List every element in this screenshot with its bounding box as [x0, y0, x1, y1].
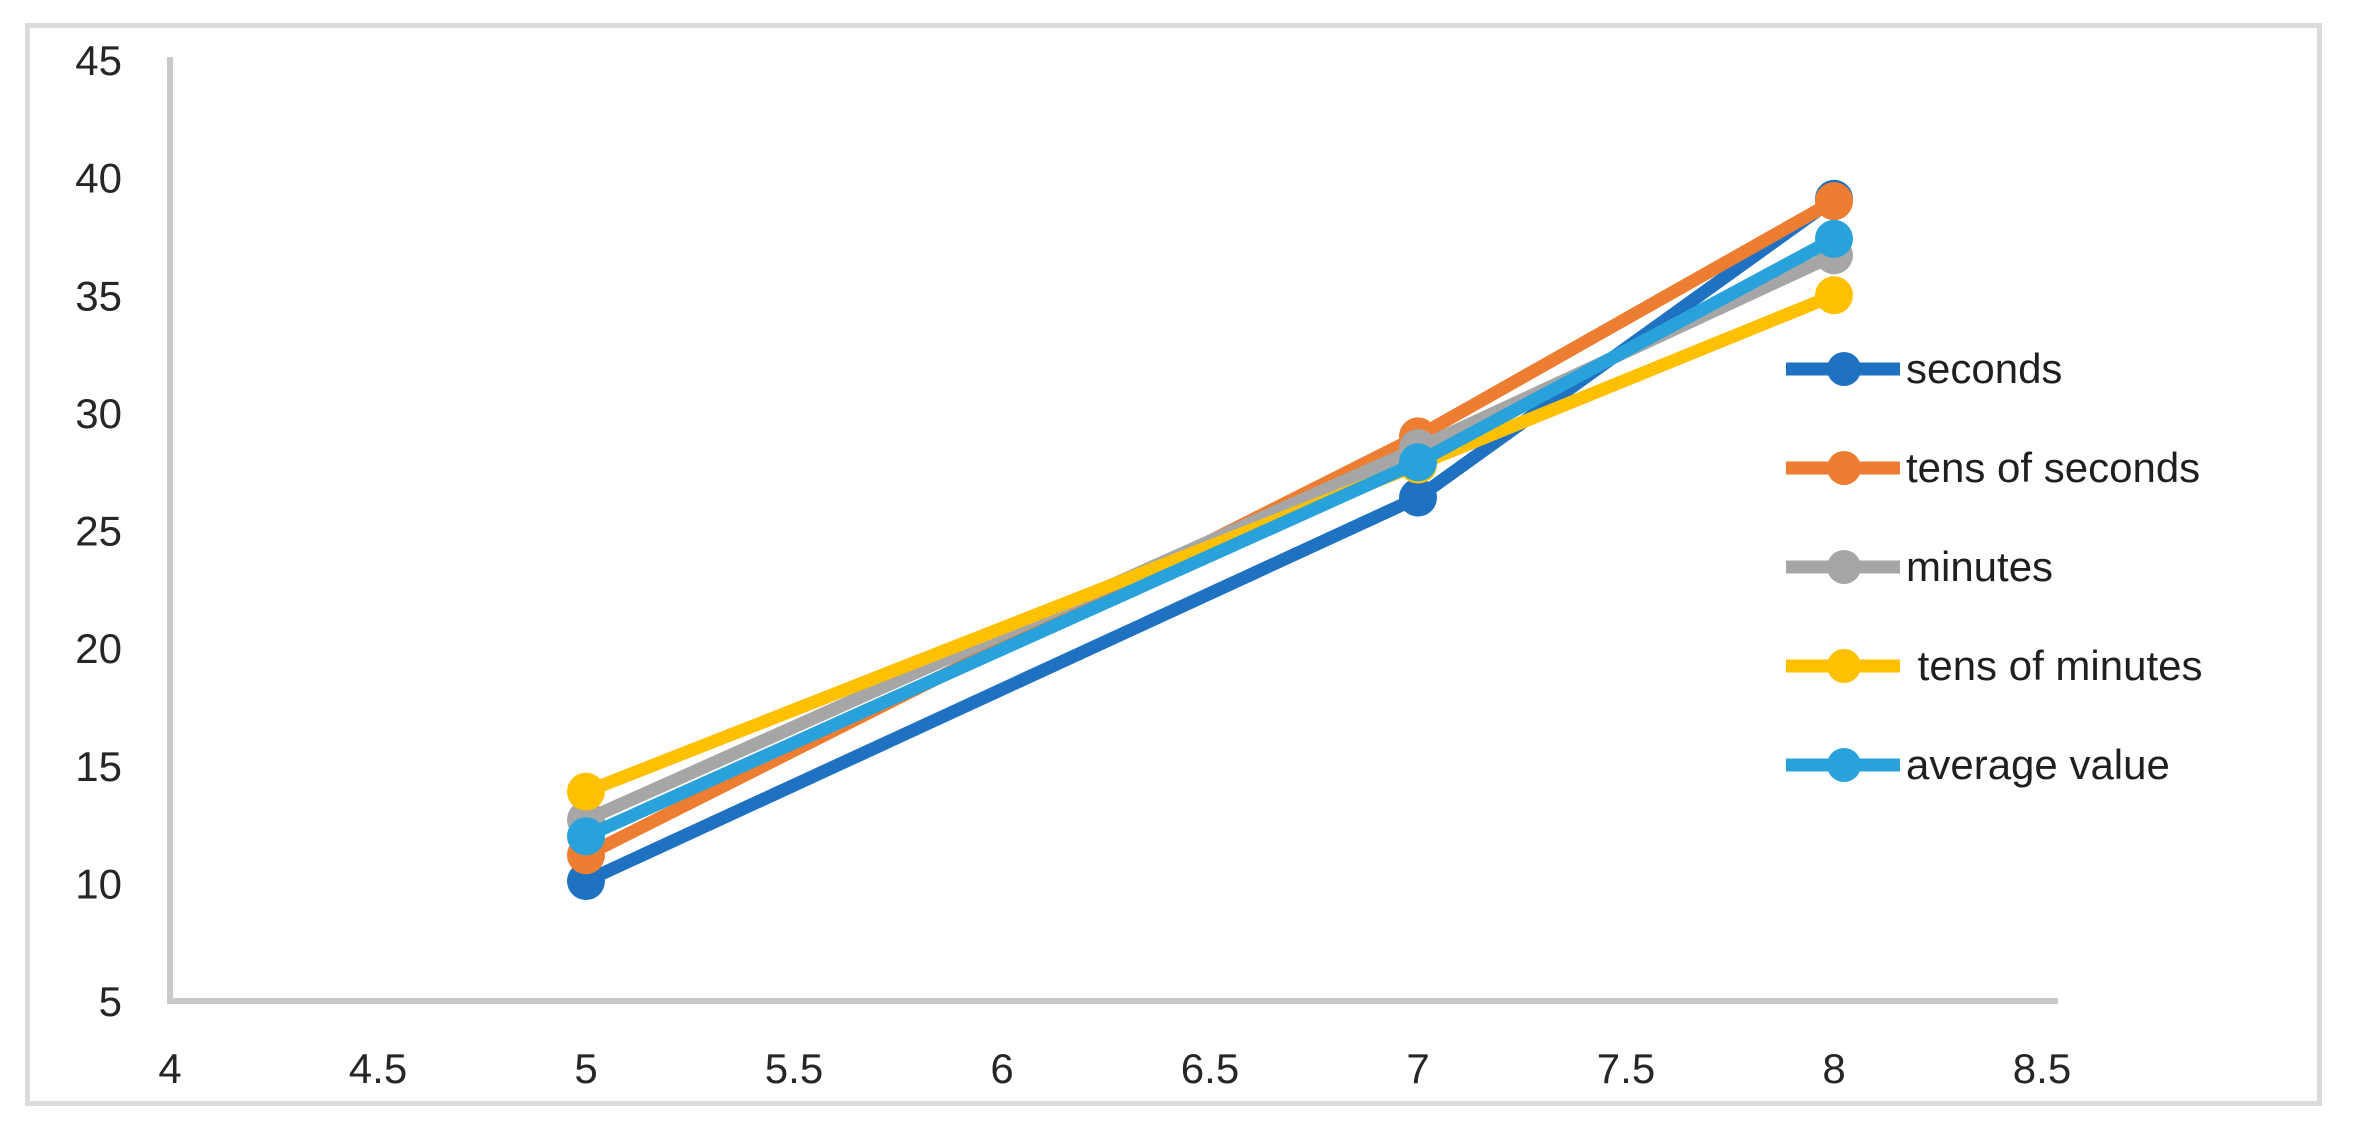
x-tick-label: 5.5 — [765, 1045, 823, 1092]
y-tick-label: 40 — [75, 155, 122, 202]
y-tick-label: 25 — [75, 508, 122, 555]
y-tick-label: 10 — [75, 860, 122, 907]
data-point-tens-of-seconds — [1815, 182, 1853, 221]
x-tick-label: 4.5 — [349, 1045, 407, 1092]
data-point-average-value — [1399, 443, 1437, 482]
legend-item-label: minutes — [1906, 542, 2054, 590]
x-tick-label: 5 — [574, 1045, 597, 1092]
y-tick-label: 45 — [75, 37, 122, 84]
legend-item-average-value: average value — [1786, 715, 2202, 814]
data-point-average-value — [1815, 219, 1853, 258]
legend-item-label: tens of seconds — [1906, 443, 2201, 491]
y-axis-tick-labels: 5 10 15 20 25 30 35 40 45 — [75, 37, 122, 1025]
y-tick-label: 20 — [75, 625, 122, 672]
legend-item-seconds: seconds — [1786, 319, 2202, 418]
series-layer — [567, 179, 1853, 901]
x-tick-label: 7.5 — [1597, 1045, 1655, 1092]
x-tick-label: 6.5 — [1181, 1045, 1239, 1092]
x-tick-label: 7 — [1406, 1045, 1429, 1092]
x-axis-tick-labels: 4 4.5 5 5.5 6 6.5 7 7.5 8 8.5 — [158, 1045, 2071, 1092]
y-tick-label: 30 — [75, 390, 122, 437]
x-tick-label: 8.5 — [2013, 1045, 2071, 1092]
legend-line-marker-icon — [1786, 648, 1900, 683]
x-tick-label: 8 — [1822, 1045, 1845, 1092]
y-tick-label: 15 — [75, 743, 122, 790]
y-tick-label: 5 — [99, 978, 122, 1025]
legend-item-label: average value — [1906, 740, 2170, 788]
x-tick-label: 6 — [990, 1045, 1013, 1092]
legend-line-marker-icon — [1786, 747, 1900, 782]
legend-item-tens-of-seconds: tens of seconds — [1786, 418, 2202, 517]
y-tick-label: 35 — [75, 272, 122, 319]
legend-item-tens-of-minutes: tens of minutes — [1786, 616, 2202, 715]
legend-line-marker-icon — [1786, 351, 1900, 386]
legend-item-minutes: minutes — [1786, 517, 2202, 616]
data-point-tens-of-minutes — [1815, 276, 1853, 315]
legend-line-marker-icon — [1786, 549, 1900, 584]
data-point-seconds — [1399, 478, 1437, 517]
legend-item-label: tens of minutes — [1906, 641, 2203, 689]
axes-layer — [167, 57, 2058, 1004]
data-point-average-value — [567, 817, 605, 856]
series-line-tens-of-minutes — [579, 288, 1841, 799]
legend-item-label: seconds — [1906, 344, 2063, 392]
x-tick-label: 4 — [158, 1045, 181, 1092]
legend-line-marker-icon — [1786, 450, 1900, 485]
data-point-tens-of-minutes — [567, 772, 605, 811]
legend: seconds tens of seconds minutes tens of … — [1786, 319, 2202, 814]
